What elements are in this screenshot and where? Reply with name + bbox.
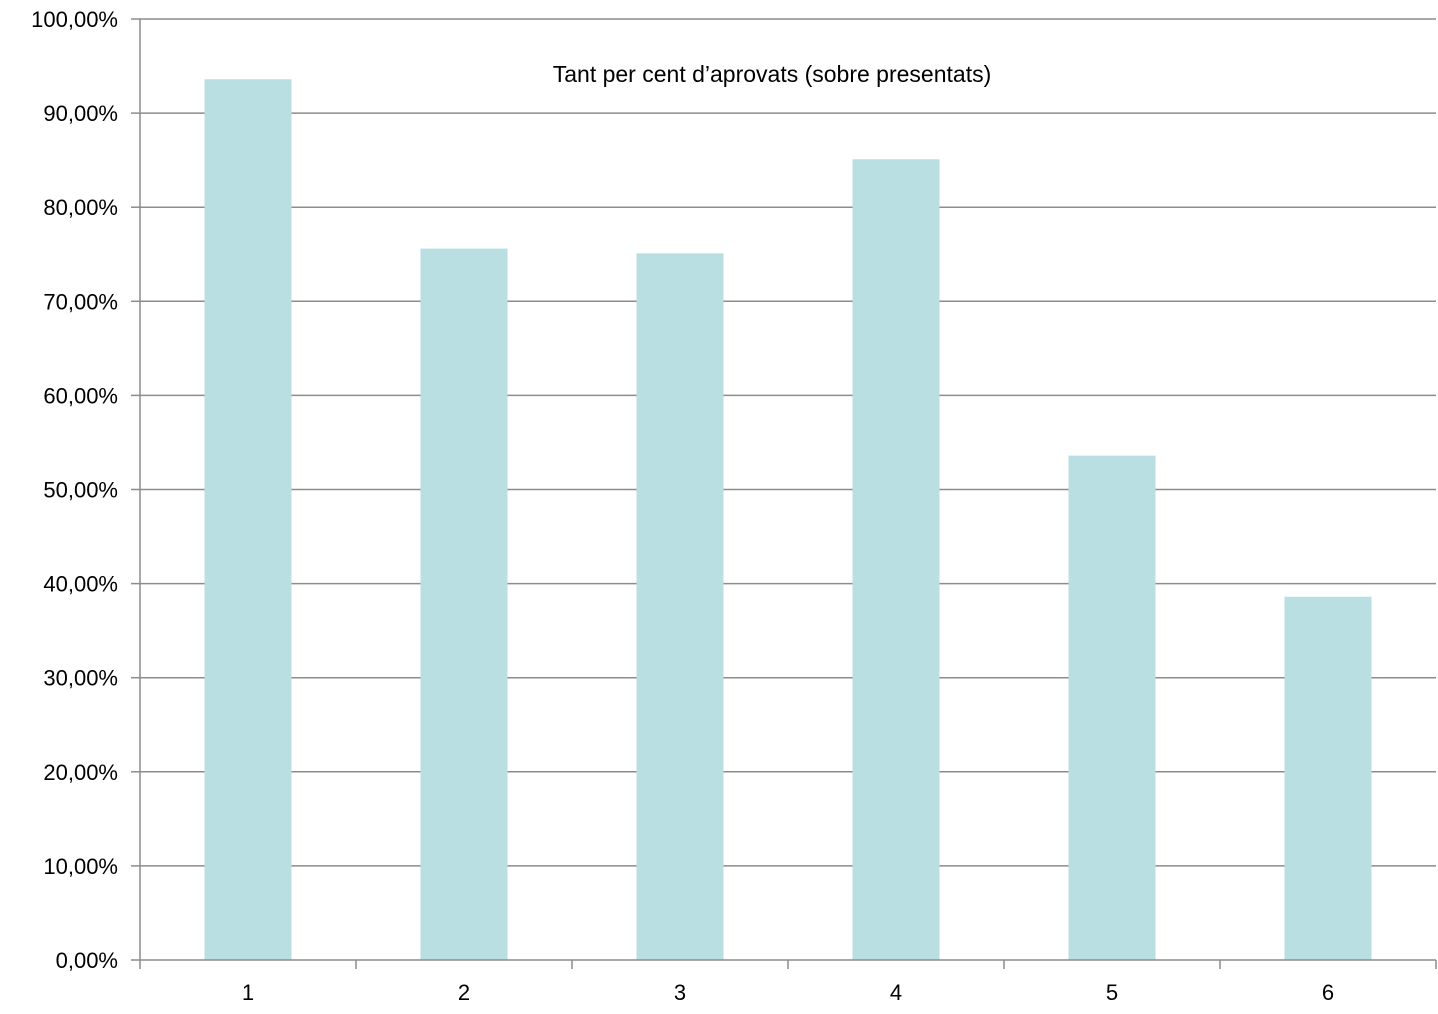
bar [852,159,940,961]
x-tick-label: 4 [890,980,902,1005]
y-tick-label: 90,00% [43,101,118,126]
y-tick-label: 10,00% [43,854,118,879]
y-tick-label: 30,00% [43,666,118,691]
bar [1284,596,1372,960]
tick-labels: 0,00% 10,00% 20,00% 30,00% 40,00% 50,00% 60,00… [31,7,1334,1005]
y-tick-label: 100,00% [31,7,118,32]
bars [204,79,1372,961]
x-tick-label: 6 [1322,980,1334,1005]
x-tick-label: 2 [458,980,470,1005]
bar [1068,455,1156,960]
bar [204,79,292,960]
x-tick-label: 5 [1106,980,1118,1005]
y-tick-label: 70,00% [43,289,118,314]
bar [420,248,508,960]
chart-title: Tant per cent d’aprovats (sobre presenta… [553,61,992,87]
x-tick-label: 3 [674,980,686,1005]
y-tick-label: 80,00% [43,195,118,220]
y-tick-label: 50,00% [43,478,118,503]
axes [131,18,1437,969]
y-tick-label: 40,00% [43,572,118,597]
gridlines [140,18,1436,867]
bar [636,253,724,960]
y-tick-label: 0,00% [56,948,118,973]
x-tick-label: 1 [242,980,254,1005]
y-tick-label: 60,00% [43,383,118,408]
y-tick-label: 20,00% [43,760,118,785]
